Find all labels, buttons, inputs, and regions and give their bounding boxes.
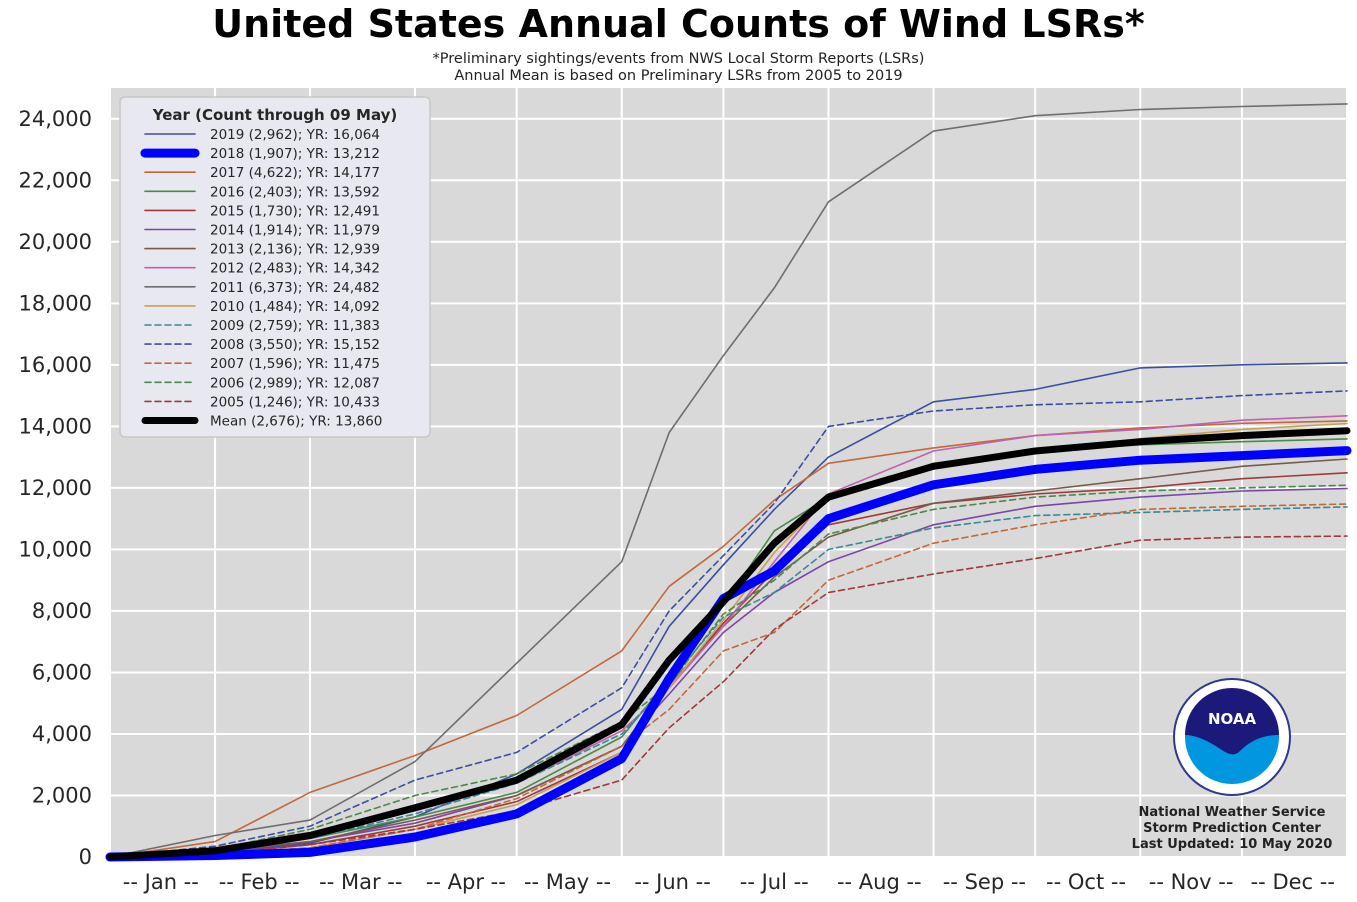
legend-entry: 2010 (1,484); YR: 14,092 [210, 299, 380, 315]
axes: 0 2,000 4,000 6,000 8,000 10,000 12,000 14,000 1… [19, 107, 1335, 894]
x-tick-label: -- Nov -- [1149, 870, 1234, 894]
legend-title: Year (Count through 09 May) [152, 106, 398, 124]
y-tick-label: 18,000 [19, 291, 92, 315]
x-tick-label: -- Feb -- [219, 870, 300, 894]
y-tick-label: 22,000 [19, 168, 92, 192]
x-tick-label: -- Jan -- [123, 870, 199, 894]
credit-line-3: Last Updated: 10 May 2020 [1132, 837, 1333, 852]
series-line [109, 487, 1348, 858]
legend-entry: 2016 (2,403); YR: 13,592 [210, 184, 380, 200]
noaa-logo-text: NOAA [1208, 710, 1257, 728]
series-lines [105, 103, 1352, 862]
legend-entry: 2019 (2,962); YR: 16,064 [210, 127, 380, 143]
x-tick-label: -- Jul -- [740, 870, 809, 894]
y-tick-label: 10,000 [19, 537, 92, 561]
legend-entry: 2017 (4,622); YR: 14,177 [210, 165, 380, 181]
legend-entry: 2013 (2,136); YR: 12,939 [210, 242, 380, 258]
x-tick-label: -- Apr -- [426, 870, 506, 894]
y-tick-label: 6,000 [32, 660, 92, 684]
series-line [109, 390, 1348, 858]
credit-block: National Weather Service Storm Predictio… [1132, 805, 1333, 852]
y-tick-label: 2,000 [32, 783, 92, 807]
series-line [109, 506, 1348, 858]
x-tick-label: -- Aug -- [837, 870, 922, 894]
legend-entry: 2008 (3,550); YR: 15,152 [210, 337, 380, 353]
y-tick-label: 24,000 [19, 107, 92, 131]
legend: Year (Count through 09 May) 2019 (2,962);… [119, 96, 431, 438]
series-line [109, 472, 1348, 858]
y-tick-label: 0 [79, 845, 92, 869]
legend-entry: 2015 (1,730); YR: 12,491 [210, 203, 380, 219]
x-tick-label: -- Sep -- [943, 870, 1026, 894]
noaa-logo: NOAA [1173, 678, 1291, 796]
chart-title: United States Annual Counts of Wind LSRs… [212, 2, 1145, 46]
y-tick-label: 20,000 [19, 230, 92, 254]
legend-entry: 2014 (1,914); YR: 11,979 [210, 223, 380, 239]
series-line [109, 535, 1348, 858]
series-line [106, 427, 1351, 861]
legend-entry: Mean (2,676); YR: 13,860 [210, 414, 382, 430]
y-tick-label: 14,000 [19, 414, 92, 438]
series-line [109, 484, 1348, 858]
y-tick-label: 12,000 [19, 476, 92, 500]
legend-entry: 2011 (6,373); YR: 24,482 [210, 280, 380, 296]
series-line [109, 103, 1348, 858]
x-tick-label: -- Jun -- [634, 870, 710, 894]
legend-entry: 2005 (1,246); YR: 10,433 [210, 394, 380, 410]
y-tick-label: 4,000 [32, 722, 92, 746]
legend-box [119, 96, 431, 438]
chart-subtitle-1: *Preliminary sightings/events from NWS L… [432, 51, 925, 67]
x-tick-label: -- May -- [524, 870, 611, 894]
legend-entry: 2009 (2,759); YR: 11,383 [210, 318, 380, 334]
legend-entry: 2018 (1,907); YR: 13,212 [210, 146, 380, 162]
noaa-logo-bird [1185, 688, 1279, 755]
x-tick-label: -- Dec -- [1251, 870, 1335, 894]
y-tick-label: 16,000 [19, 353, 92, 377]
x-tick-label: -- Mar -- [319, 870, 402, 894]
credit-line-1: National Weather Service [1139, 805, 1326, 820]
series-line [109, 503, 1348, 858]
legend-entry: 2007 (1,596); YR: 11,475 [210, 356, 380, 372]
chart-subtitle-2: Annual Mean is based on Preliminary LSRs… [454, 68, 903, 84]
series-line [109, 420, 1348, 858]
legend-entry: 2006 (2,989); YR: 12,087 [210, 375, 380, 391]
x-tick-label: -- Oct -- [1046, 870, 1126, 894]
y-tick-label: 8,000 [32, 599, 92, 623]
credit-line-2: Storm Prediction Center [1143, 821, 1321, 836]
legend-entry: 2012 (2,483); YR: 14,342 [210, 261, 380, 277]
